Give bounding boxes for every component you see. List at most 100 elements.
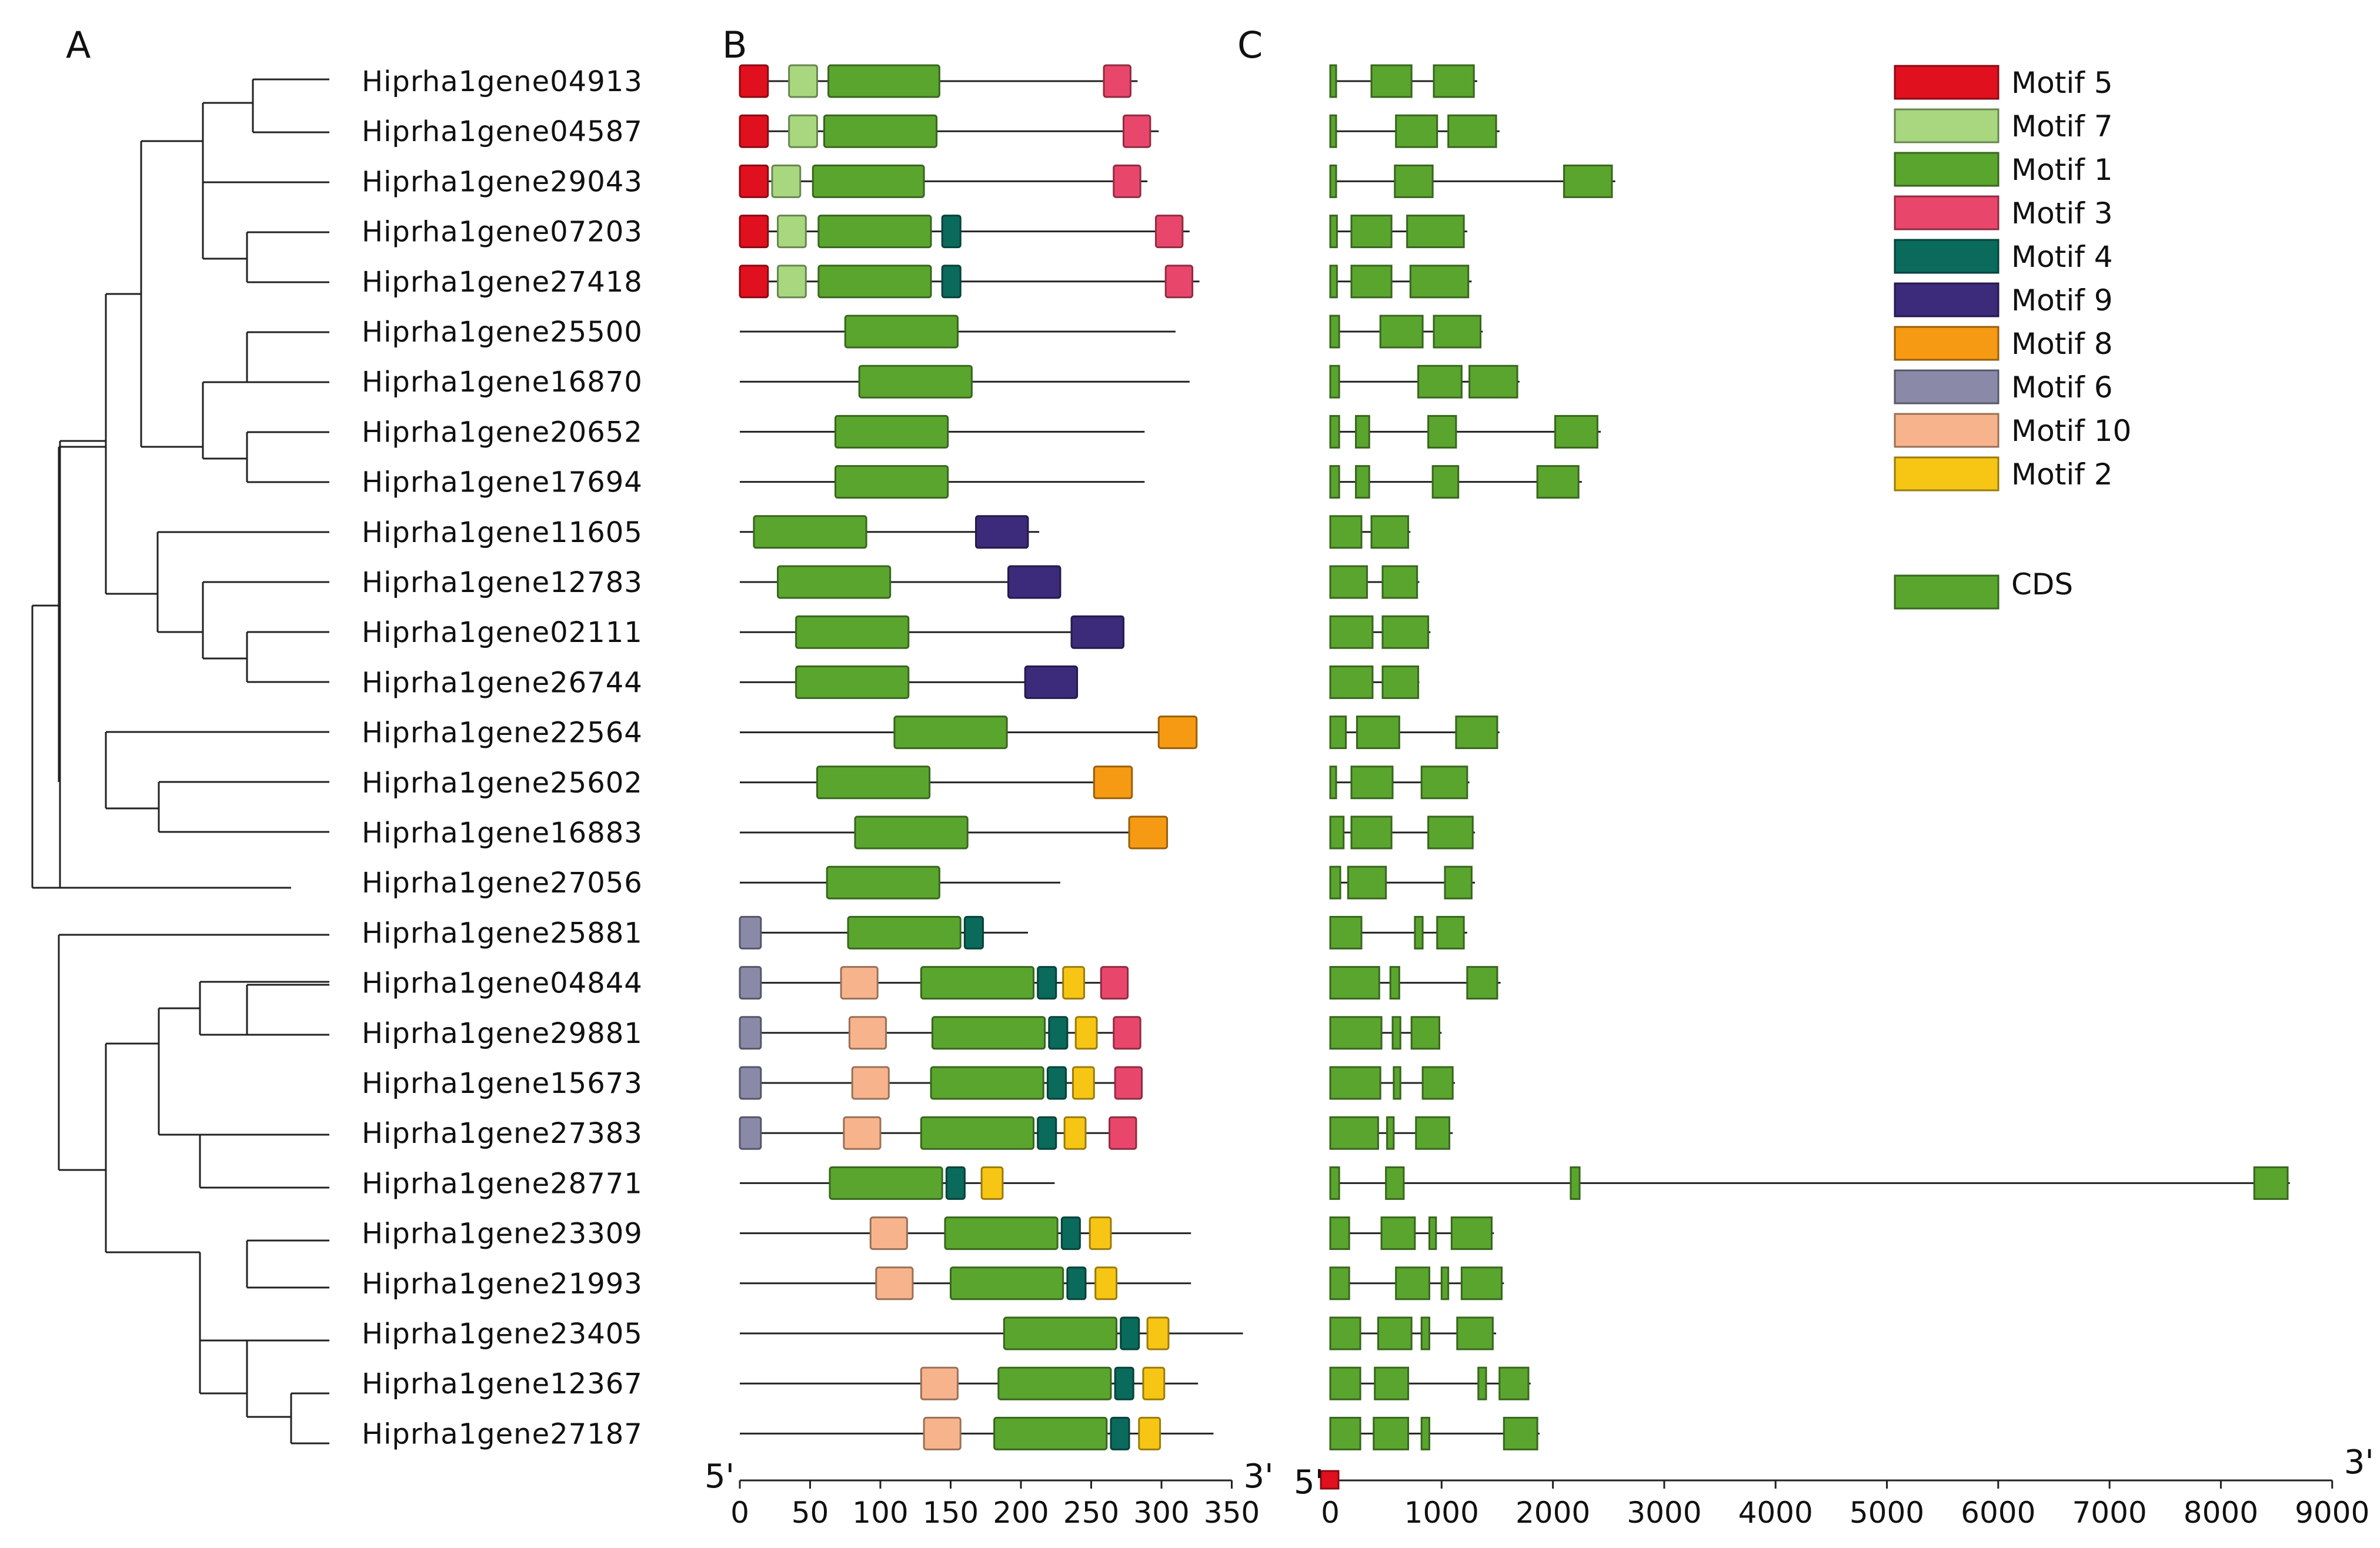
gene-label: Hiprha1gene29881: [362, 1017, 643, 1050]
gene-structure-row: [1329, 265, 1472, 299]
cds-box: [1460, 1266, 1503, 1300]
legend-swatch: [1894, 239, 2000, 274]
cds-box: [1329, 1266, 1350, 1300]
gene-axis-tick-label: 8000: [2184, 1496, 2258, 1530]
gene-label: Hiprha1gene12783: [362, 566, 643, 599]
motif-box-m1: [795, 615, 910, 649]
cds-box: [1386, 1116, 1395, 1150]
gene-label: Hiprha1gene11605: [362, 516, 643, 549]
cds-box: [1427, 414, 1457, 449]
cds-box: [1436, 915, 1465, 949]
motif-box-m4: [945, 1166, 966, 1200]
gene-axis-tick-label: 5000: [1850, 1496, 1924, 1530]
protein-row: [740, 1166, 1055, 1200]
gene-structure-row: [1329, 114, 1500, 148]
legend-label: Motif 8: [2011, 327, 2113, 361]
gene-structure-row: [1329, 1116, 1453, 1150]
cds-box: [1395, 114, 1438, 148]
protein-row: [740, 1266, 1191, 1300]
cds-box: [1329, 1016, 1383, 1050]
cds-box: [1329, 215, 1338, 249]
motif-axis-end: 3': [1244, 1457, 1274, 1496]
protein-row: [739, 64, 1138, 98]
gene-label: Hiprha1gene27187: [362, 1417, 643, 1450]
cds-box: [1329, 1116, 1379, 1150]
cds-box: [1377, 1316, 1413, 1350]
protein-row: [739, 966, 1129, 1000]
gene-label: Hiprha1gene02111: [362, 616, 643, 649]
motif-box-m6: [739, 1066, 762, 1100]
motif-box-m4: [1037, 966, 1057, 1000]
gene-structure-row: [1329, 865, 1476, 900]
tree-branch: [246, 431, 329, 483]
gene-axis-end: 3': [2344, 1443, 2374, 1482]
motif-axis-tick-label: 150: [923, 1496, 979, 1530]
protein-row: [740, 1216, 1191, 1251]
motif-axis-tick-label: 0: [730, 1496, 749, 1530]
motif-box-m7: [788, 114, 818, 148]
gene-structure-row: [1329, 1066, 1456, 1100]
motif-box-m1: [944, 1216, 1059, 1251]
gene-label: Hiprha1gene15673: [362, 1067, 643, 1100]
motif-box-m1: [795, 665, 910, 699]
cds-box: [1393, 1066, 1401, 1100]
gene-label: Hiprha1gene04587: [362, 115, 643, 148]
motif-box-m4: [1114, 1366, 1134, 1400]
motif-box-m3: [1100, 966, 1129, 1000]
legend-swatch: [1894, 65, 2000, 100]
gene-structure-row: [1329, 966, 1501, 1000]
motif-box-m9: [1070, 615, 1124, 649]
legend-swatch: [1894, 574, 2000, 610]
motif-box-m7: [777, 215, 807, 249]
tree-branch: [202, 102, 253, 260]
cds-box: [1379, 315, 1424, 349]
cds-box: [1450, 1216, 1493, 1251]
cds-box: [1329, 966, 1380, 1000]
legend-swatch: [1894, 195, 2000, 230]
cds-box: [1329, 64, 1337, 98]
legend-swatch: [1894, 369, 2000, 404]
cds-box: [1503, 1416, 1538, 1450]
cds-box: [1389, 966, 1400, 1000]
tree-branch: [246, 331, 329, 383]
cds-box: [1444, 865, 1473, 900]
tree-branch: [199, 1134, 247, 1188]
cds-box: [1421, 1066, 1454, 1100]
legend-swatch: [1894, 282, 2000, 317]
motif-box-m4: [1110, 1416, 1130, 1450]
legend-label: Motif 6: [2011, 370, 2113, 404]
motif-box-m10: [920, 1366, 959, 1400]
tree-branch: [105, 731, 329, 810]
cds-box: [1440, 1266, 1450, 1300]
cds-box: [1414, 915, 1424, 949]
gene-axis: 0 1000 2000 3000 4000 5000 6000 7000 8000 9000 5' 3…: [1294, 1443, 2374, 1530]
motif-box-m4: [1048, 1016, 1069, 1050]
motif-box-m4: [1120, 1316, 1140, 1350]
legend-item: Motif 10: [1894, 413, 2131, 448]
protein-row: [740, 1416, 1214, 1450]
gene-label-column: Hiprha1gene04913 Hiprha1gene04587 Hiprha1g…: [362, 65, 643, 1450]
cds-box: [1329, 1366, 1361, 1400]
gene-axis-tick-label: 7000: [2072, 1496, 2147, 1530]
tree-branch: [58, 934, 329, 1171]
gene-structure-row: [1329, 1316, 1497, 1350]
cds-box: [1468, 365, 1518, 399]
gene-structure-row: [1329, 64, 1477, 98]
motif-box-m10: [851, 1066, 890, 1100]
cds-box: [1433, 315, 1482, 349]
cds-box: [1428, 1216, 1437, 1251]
legend-item: Motif 3: [1894, 195, 2113, 230]
gene-structure-row: [1329, 915, 1467, 949]
motif-box-m10: [869, 1216, 908, 1251]
motif-box-m5: [739, 164, 769, 198]
motif-panel: 0 50 100 150 200 250 300 350 5' 3': [705, 64, 1274, 1530]
cds-box: [1356, 716, 1400, 750]
tree-branch: [58, 446, 106, 782]
motif-box-m10: [923, 1416, 962, 1450]
legend-swatch: [1894, 326, 2000, 361]
motif-box-m1: [893, 716, 1008, 750]
protein-row: [740, 665, 1079, 699]
tree-branch: [105, 293, 158, 595]
cds-box: [1347, 865, 1387, 900]
